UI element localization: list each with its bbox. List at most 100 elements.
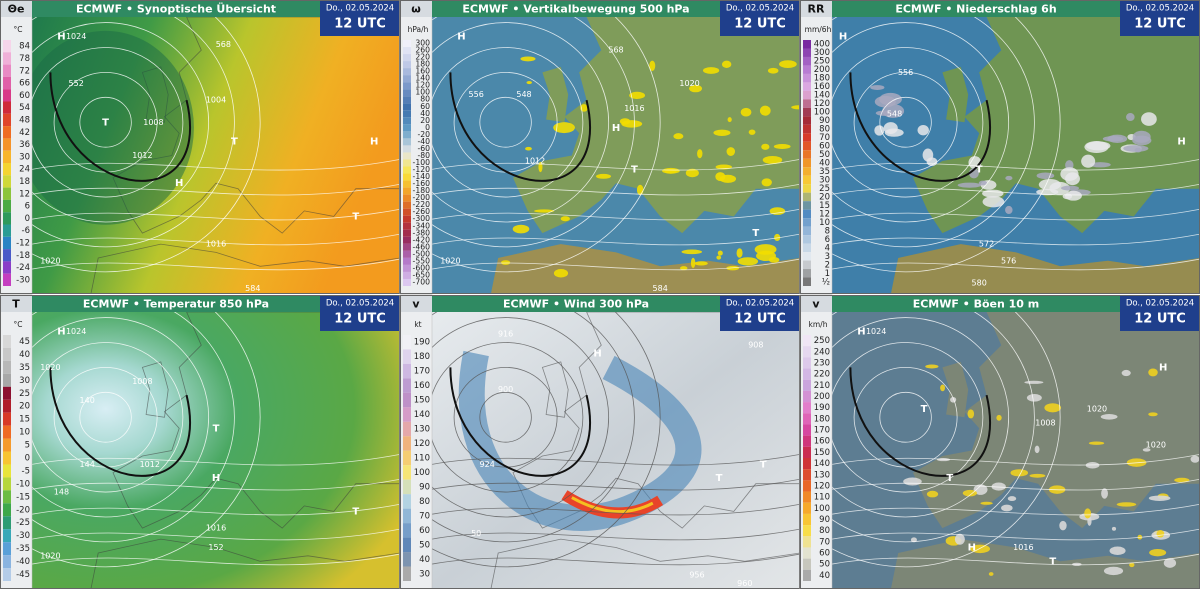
ascent-patch xyxy=(727,117,732,123)
legend-swatch xyxy=(3,516,11,530)
legend-swatch xyxy=(403,222,411,230)
legend-swatch xyxy=(803,269,811,278)
legend-swatch xyxy=(803,209,811,219)
legend-swatch xyxy=(803,184,811,193)
cold-air xyxy=(32,30,194,225)
title-bar xyxy=(432,0,720,17)
map-label: H xyxy=(457,31,465,42)
legend-label: 160 xyxy=(814,82,830,92)
legend-label: 40 xyxy=(819,571,830,581)
legend-label: 140 xyxy=(414,410,430,420)
legend-label: 60 xyxy=(420,102,430,111)
contour xyxy=(32,233,400,246)
map-label: 568 xyxy=(608,46,623,55)
legend-swatch xyxy=(803,73,811,83)
legend-swatch xyxy=(403,124,411,132)
legend-label: -24 xyxy=(16,263,30,273)
legend-swatch xyxy=(403,271,411,279)
legend-label: -160 xyxy=(413,179,431,188)
date-label: Do., 02.05.2024 xyxy=(326,4,394,14)
map-label: 148 xyxy=(54,488,69,497)
time-box xyxy=(320,295,400,331)
map-label: 548 xyxy=(516,90,531,99)
legend-swatch xyxy=(803,150,811,159)
legend-label: -12 xyxy=(16,238,30,248)
contour xyxy=(479,391,532,443)
front-line xyxy=(849,367,991,477)
gust-patch xyxy=(1174,477,1190,483)
legend-label: 5 xyxy=(25,441,30,451)
legend-label: 8 xyxy=(825,226,830,236)
legend-label: -420 xyxy=(413,235,431,244)
title-bar xyxy=(432,295,720,312)
panel-title: ECMWF • Niederschlag 6h xyxy=(895,3,1056,16)
legend-swatch xyxy=(403,138,411,146)
map-label: 568 xyxy=(216,40,231,49)
legend-label: 130 xyxy=(414,425,430,435)
legend-swatch xyxy=(403,96,411,104)
legend-label: 35 xyxy=(819,167,830,177)
legend-label: 50 xyxy=(819,150,830,160)
legend-label: 4 xyxy=(825,243,830,253)
map-label: 1016 xyxy=(206,240,226,249)
legend-label: 42 xyxy=(19,128,30,138)
legend-label: 170 xyxy=(414,367,430,377)
legend-label: 6 xyxy=(825,235,830,245)
precip-patch xyxy=(1005,205,1013,215)
legend-swatch xyxy=(403,264,411,272)
legend-swatch xyxy=(803,167,811,176)
contour xyxy=(832,158,1200,171)
map-label: T xyxy=(631,164,638,175)
map-label: 144 xyxy=(80,460,95,469)
legend-swatch xyxy=(403,407,411,422)
legend-label: 66 xyxy=(19,79,30,89)
legend-swatch xyxy=(803,133,811,142)
legend-swatch xyxy=(403,392,411,408)
ascent-patch xyxy=(526,80,532,85)
contour xyxy=(832,317,1010,518)
ascent-patch xyxy=(773,143,791,149)
legend-swatch xyxy=(803,90,811,100)
legend-label: 100 xyxy=(414,468,430,478)
ascent-patch xyxy=(679,266,688,271)
jet-core xyxy=(571,496,654,514)
time-box xyxy=(320,0,400,36)
date-label: Do., 02.05.2024 xyxy=(326,299,394,309)
legend-label: -18 xyxy=(16,251,30,261)
legend-label: -10 xyxy=(16,479,30,489)
legend-label: 80 xyxy=(419,497,430,507)
map-label: H xyxy=(1177,137,1185,148)
panel: H 548 556 568 1012 1020 H T 1016 584 T 1020 ω hPa/h 30… xyxy=(399,0,800,295)
legend-label: -340 xyxy=(413,221,431,230)
legend-swatch xyxy=(3,464,11,478)
gust-patch xyxy=(1100,413,1118,420)
legend-unit: kt xyxy=(414,320,421,329)
legend-label: 160 xyxy=(415,67,430,76)
legend-label: 84 xyxy=(19,42,30,52)
param-label: v xyxy=(812,298,820,311)
legend-label: 80 xyxy=(420,95,430,104)
legend-label: 240 xyxy=(814,347,830,357)
time-label: 12 UTC xyxy=(734,17,786,32)
legend-swatch xyxy=(3,76,11,90)
legend-label: -60 xyxy=(417,144,430,153)
legend-swatch xyxy=(3,555,11,569)
ascent-patch xyxy=(779,60,797,69)
legend-label: 12 xyxy=(819,209,830,219)
map-label: T xyxy=(976,164,983,175)
legend-label: 120 xyxy=(415,81,430,90)
legend-swatch xyxy=(3,199,11,213)
ascent-patch xyxy=(681,249,703,255)
ascent-patch xyxy=(512,224,530,234)
contour xyxy=(832,183,1200,196)
map-label: H xyxy=(175,178,183,189)
map-label: H xyxy=(612,123,620,134)
legend-swatch xyxy=(403,103,411,111)
ascent-patch xyxy=(697,149,703,159)
legend-swatch xyxy=(403,152,411,160)
contour xyxy=(432,312,661,568)
ascent-patch xyxy=(767,67,779,74)
gust-patch xyxy=(1109,546,1126,555)
legend-swatch xyxy=(403,61,411,69)
map-label: T xyxy=(1049,556,1056,567)
